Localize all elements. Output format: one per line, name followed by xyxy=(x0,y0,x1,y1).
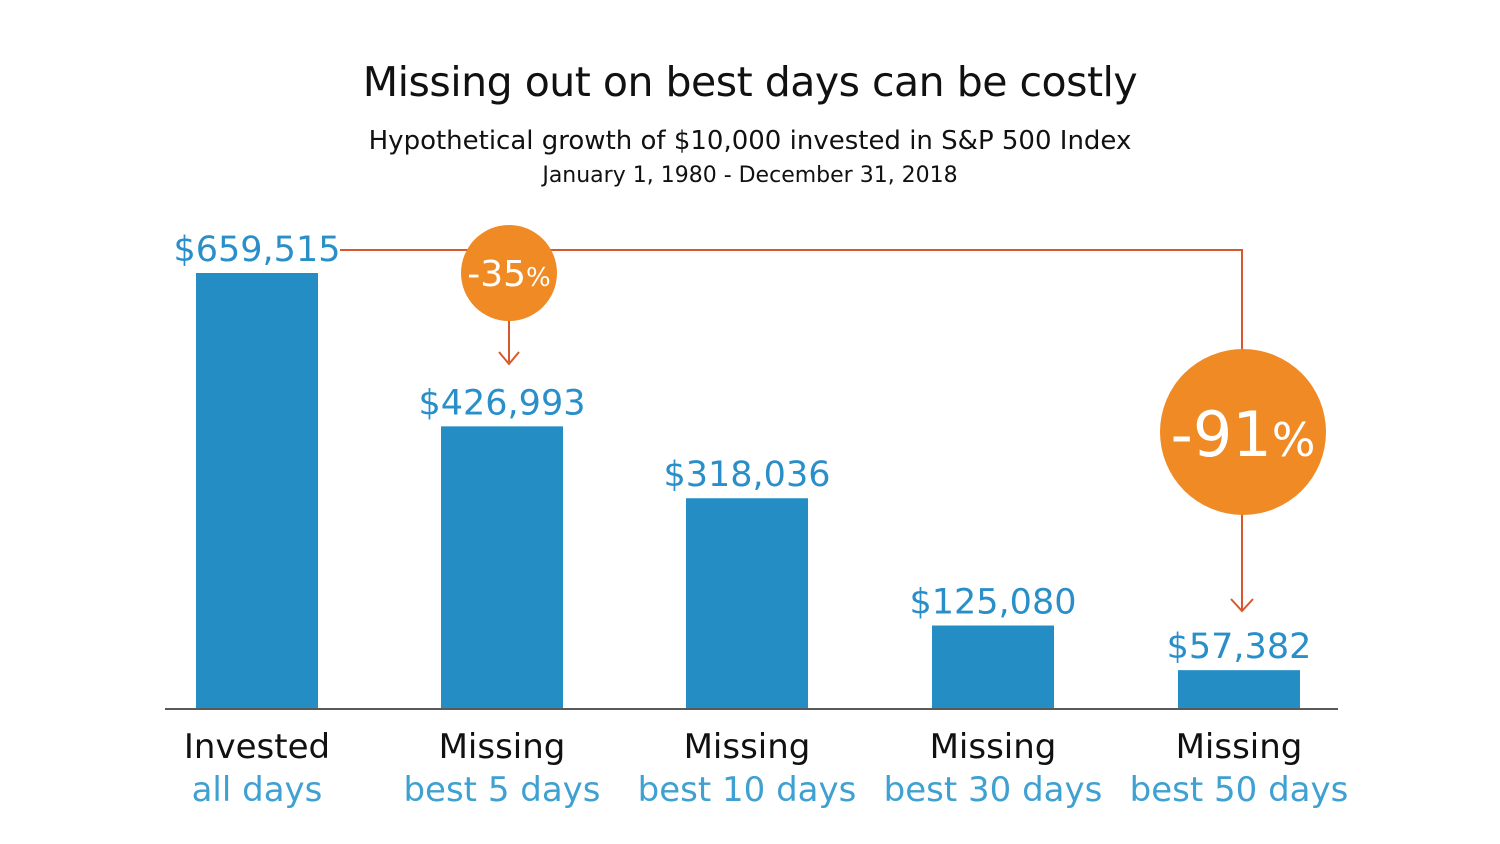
category-label: Invested xyxy=(184,727,330,767)
callout-percent-sign: % xyxy=(526,263,551,293)
callout-percent-sign: % xyxy=(1272,413,1316,467)
callout-label: -91% xyxy=(1171,398,1316,471)
bar-value-label: $125,080 xyxy=(909,583,1076,623)
category-sublabel: best 30 days xyxy=(884,770,1103,810)
category-label: Missing xyxy=(930,727,1057,767)
callout-circle xyxy=(1160,349,1326,515)
bar xyxy=(196,273,318,708)
callout-circle xyxy=(461,225,557,321)
callout-value: -35 xyxy=(467,254,526,295)
category-sublabel: best 10 days xyxy=(638,770,857,810)
bar xyxy=(686,498,808,708)
callout-value: -91 xyxy=(1171,398,1272,471)
category-label: Missing xyxy=(684,727,811,767)
arrow-head xyxy=(498,351,520,366)
category-sublabel: best 50 days xyxy=(1130,770,1349,810)
category-sublabel: all days xyxy=(192,770,323,810)
bar-value-label: $318,036 xyxy=(663,455,830,495)
category-label: Missing xyxy=(439,727,566,767)
category-label: Missing xyxy=(1176,727,1303,767)
chart-date-range: January 1, 1980 - December 31, 2018 xyxy=(542,163,958,188)
callout-label: -35% xyxy=(467,254,551,295)
chart-title: Missing out on best days can be costly xyxy=(362,58,1138,106)
arrow-head xyxy=(1230,598,1254,613)
bar-value-label: $426,993 xyxy=(418,383,585,423)
chart-subtitle: Hypothetical growth of $10,000 invested … xyxy=(368,126,1132,156)
bar-value-label: $659,515 xyxy=(173,230,340,270)
category-sublabel: best 5 days xyxy=(403,770,600,810)
bar-value-label: $57,382 xyxy=(1167,627,1312,667)
bar xyxy=(441,426,563,708)
bar xyxy=(932,625,1054,708)
bar xyxy=(1178,670,1300,708)
